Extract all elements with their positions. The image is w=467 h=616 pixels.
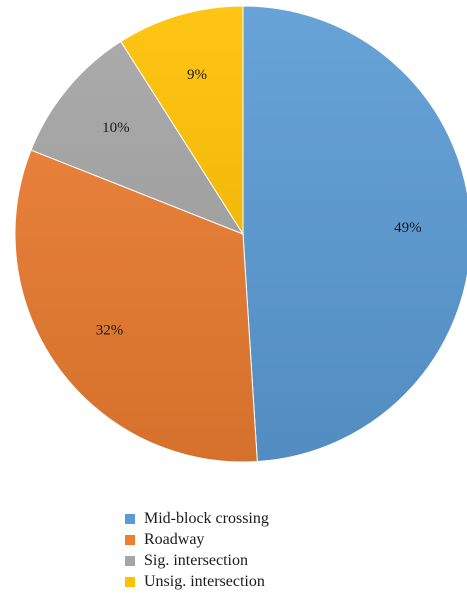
legend-item-roadway: Roadway — [125, 529, 269, 550]
legend-label: Unsig. intersection — [144, 572, 265, 590]
legend-label: Roadway — [144, 530, 205, 548]
slice-value-label: 10% — [102, 120, 130, 136]
legend-item-unsig-intersection: Unsig. intersection — [125, 571, 269, 592]
slice-value-label: 32% — [96, 322, 124, 338]
pie-value-labels: 49% 32% 10% 9% — [96, 67, 422, 338]
legend-swatch — [125, 513, 135, 524]
pie-slice-unsig-intersection — [120, 5, 244, 236]
legend-label: Mid-block crossing — [144, 509, 269, 527]
legend: Mid-block crossing Roadway Sig. intersec… — [125, 508, 269, 592]
pie-slice-mid-block-crossing — [242, 5, 467, 463]
legend-item-sig-intersection: Sig. intersection — [125, 550, 269, 571]
legend-swatch — [125, 534, 135, 545]
slice-value-label: 49% — [394, 220, 422, 236]
slice-value-label: 9% — [187, 67, 207, 83]
legend-label: Sig. intersection — [144, 551, 248, 569]
pie-slice-sig-intersection — [30, 40, 245, 236]
legend-swatch — [125, 576, 135, 587]
pie-chart: 49% 32% 10% 9% — [14, 5, 467, 463]
legend-swatch — [125, 555, 135, 566]
legend-item-mid-block-crossing: Mid-block crossing — [125, 508, 269, 529]
pie-slices — [14, 5, 467, 463]
pie-slice-roadway — [14, 149, 258, 463]
